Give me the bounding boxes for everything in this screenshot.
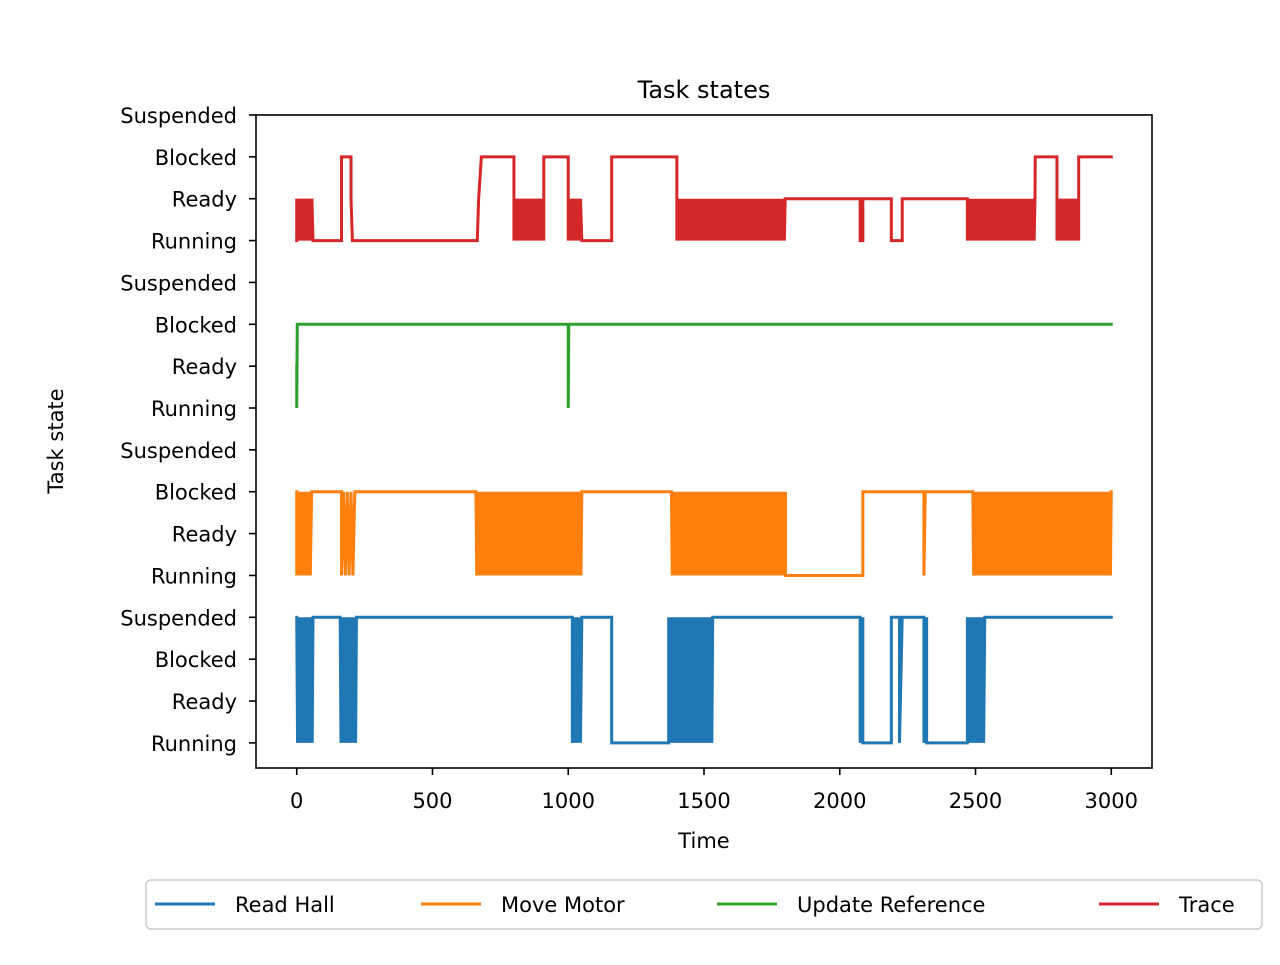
y-tick-label: Ready <box>172 523 237 547</box>
series-line-4 <box>295 155 1113 243</box>
chart-title: Task states <box>637 76 771 104</box>
x-tick-label: 2500 <box>949 789 1002 813</box>
x-tick-label: 0 <box>290 789 303 813</box>
legend-label: Trace <box>1178 893 1235 917</box>
x-tick-label: 3000 <box>1085 789 1138 813</box>
legend: Read Hall Move Motor Update Reference Trace <box>145 879 1263 930</box>
y-tick-label: Running <box>151 732 237 756</box>
y-tick-label: Ready <box>172 355 237 379</box>
y-tick-label: Running <box>151 397 237 421</box>
y-tick-label: Suspended <box>120 104 237 128</box>
x-axis-label: Time <box>677 829 729 853</box>
x-tick-label: 1000 <box>542 789 595 813</box>
legend-label: Read Hall <box>235 893 335 917</box>
y-tick-label: Running <box>151 564 237 588</box>
legend-label: Move Motor <box>501 893 625 917</box>
y-tick-label: Blocked <box>155 146 237 170</box>
y-tick-label: Suspended <box>120 439 237 463</box>
y-tick-label: Ready <box>172 690 237 714</box>
y-axis: Running Ready Blocked Suspended Running Ready… <box>120 104 256 756</box>
series-line-2 <box>295 490 1113 577</box>
x-axis: 0 500 1000 1500 2000 2500 3000 <box>290 768 1138 813</box>
y-axis-label: Task state <box>44 388 68 494</box>
y-tick-label: Suspended <box>120 606 237 630</box>
y-tick-label: Ready <box>172 188 237 212</box>
x-tick-label: 1500 <box>677 789 730 813</box>
y-tick-label: Suspended <box>120 271 237 295</box>
legend-label: Update Reference <box>797 893 985 917</box>
x-tick-label: 500 <box>412 789 452 813</box>
y-tick-label: Running <box>151 230 237 254</box>
x-tick-label: 2000 <box>813 789 866 813</box>
series-line-3 <box>295 322 1113 409</box>
y-tick-label: Blocked <box>155 481 237 505</box>
legend-frame <box>145 879 1263 930</box>
y-tick-label: Blocked <box>155 313 237 337</box>
series-layer <box>295 155 1113 745</box>
y-tick-label: Blocked <box>155 648 237 672</box>
series-line-1 <box>295 615 1113 745</box>
